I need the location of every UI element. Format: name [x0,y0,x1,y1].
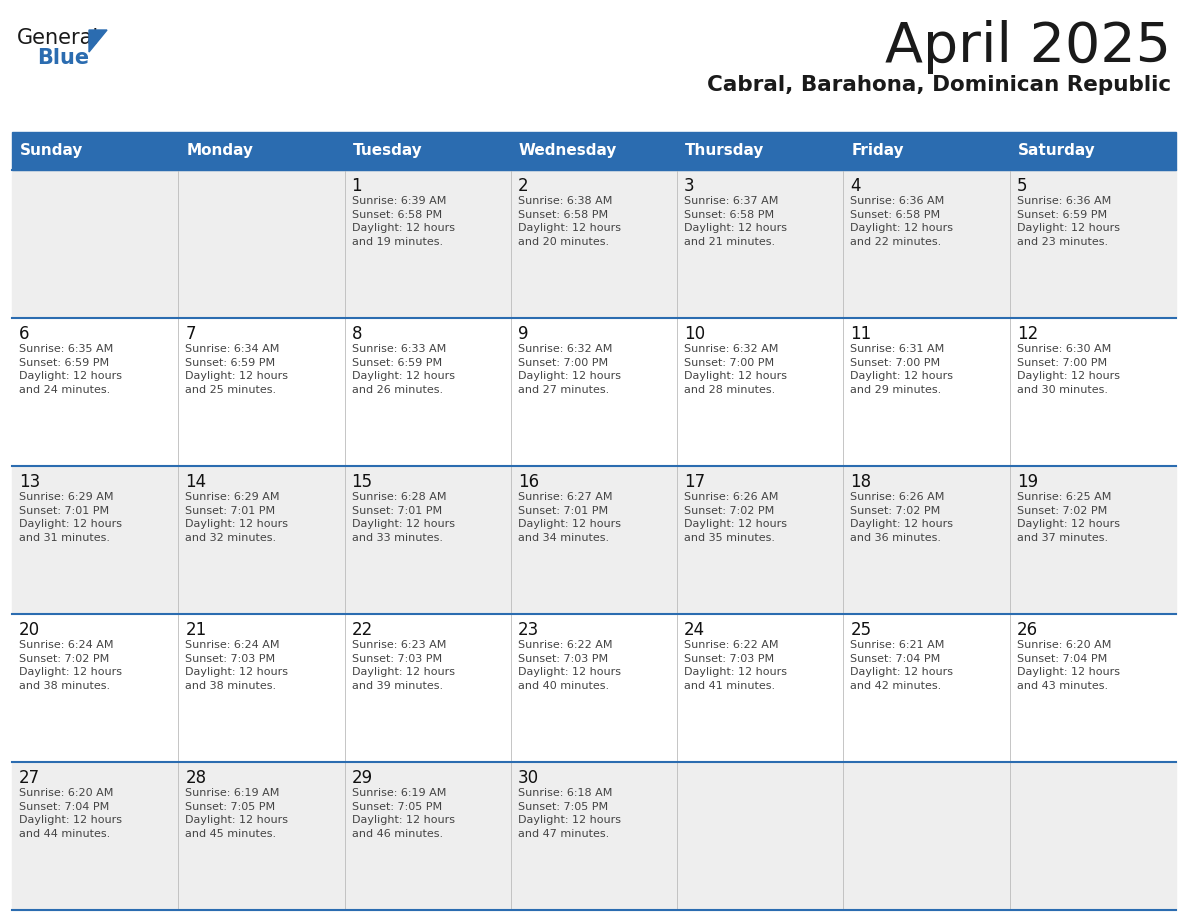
Text: Sunrise: 6:25 AM
Sunset: 7:02 PM
Daylight: 12 hours
and 37 minutes.: Sunrise: 6:25 AM Sunset: 7:02 PM Dayligh… [1017,492,1120,543]
Text: 21: 21 [185,621,207,639]
Text: Sunrise: 6:19 AM
Sunset: 7:05 PM
Daylight: 12 hours
and 45 minutes.: Sunrise: 6:19 AM Sunset: 7:05 PM Dayligh… [185,788,289,839]
Text: 9: 9 [518,325,529,343]
Text: 7: 7 [185,325,196,343]
Text: Sunrise: 6:24 AM
Sunset: 7:03 PM
Daylight: 12 hours
and 38 minutes.: Sunrise: 6:24 AM Sunset: 7:03 PM Dayligh… [185,640,289,691]
Text: 1: 1 [352,177,362,195]
Text: Sunrise: 6:20 AM
Sunset: 7:04 PM
Daylight: 12 hours
and 44 minutes.: Sunrise: 6:20 AM Sunset: 7:04 PM Dayligh… [19,788,122,839]
Text: Sunrise: 6:32 AM
Sunset: 7:00 PM
Daylight: 12 hours
and 27 minutes.: Sunrise: 6:32 AM Sunset: 7:00 PM Dayligh… [518,344,621,395]
Text: 3: 3 [684,177,695,195]
Text: Friday: Friday [852,143,904,159]
Bar [12,614,1176,762]
Text: 28: 28 [185,769,207,787]
Text: Sunrise: 6:35 AM
Sunset: 6:59 PM
Daylight: 12 hours
and 24 minutes.: Sunrise: 6:35 AM Sunset: 6:59 PM Dayligh… [19,344,122,395]
Text: 14: 14 [185,473,207,491]
Text: Saturday: Saturday [1018,143,1095,159]
Bar [12,170,1176,318]
Text: Sunrise: 6:27 AM
Sunset: 7:01 PM
Daylight: 12 hours
and 34 minutes.: Sunrise: 6:27 AM Sunset: 7:01 PM Dayligh… [518,492,621,543]
Text: 16: 16 [518,473,539,491]
Text: Sunrise: 6:29 AM
Sunset: 7:01 PM
Daylight: 12 hours
and 32 minutes.: Sunrise: 6:29 AM Sunset: 7:01 PM Dayligh… [185,492,289,543]
Text: Sunrise: 6:22 AM
Sunset: 7:03 PM
Daylight: 12 hours
and 41 minutes.: Sunrise: 6:22 AM Sunset: 7:03 PM Dayligh… [684,640,788,691]
Text: 10: 10 [684,325,706,343]
Text: Sunrise: 6:28 AM
Sunset: 7:01 PM
Daylight: 12 hours
and 33 minutes.: Sunrise: 6:28 AM Sunset: 7:01 PM Dayligh… [352,492,455,543]
Bar [12,762,1176,910]
Text: 13: 13 [19,473,40,491]
Text: Sunrise: 6:31 AM
Sunset: 7:00 PM
Daylight: 12 hours
and 29 minutes.: Sunrise: 6:31 AM Sunset: 7:00 PM Dayligh… [851,344,954,395]
Text: Blue: Blue [37,48,89,68]
Text: 6: 6 [19,325,30,343]
Text: 19: 19 [1017,473,1038,491]
Text: 24: 24 [684,621,706,639]
Text: 17: 17 [684,473,706,491]
Text: 8: 8 [352,325,362,343]
Text: Sunrise: 6:38 AM
Sunset: 6:58 PM
Daylight: 12 hours
and 20 minutes.: Sunrise: 6:38 AM Sunset: 6:58 PM Dayligh… [518,196,621,247]
Text: Sunrise: 6:32 AM
Sunset: 7:00 PM
Daylight: 12 hours
and 28 minutes.: Sunrise: 6:32 AM Sunset: 7:00 PM Dayligh… [684,344,788,395]
Text: Sunrise: 6:33 AM
Sunset: 6:59 PM
Daylight: 12 hours
and 26 minutes.: Sunrise: 6:33 AM Sunset: 6:59 PM Dayligh… [352,344,455,395]
Text: 15: 15 [352,473,373,491]
Text: Sunrise: 6:22 AM
Sunset: 7:03 PM
Daylight: 12 hours
and 40 minutes.: Sunrise: 6:22 AM Sunset: 7:03 PM Dayligh… [518,640,621,691]
Text: Sunrise: 6:26 AM
Sunset: 7:02 PM
Daylight: 12 hours
and 36 minutes.: Sunrise: 6:26 AM Sunset: 7:02 PM Dayligh… [851,492,954,543]
Polygon shape [89,30,107,52]
Text: 5: 5 [1017,177,1028,195]
Text: Sunrise: 6:21 AM
Sunset: 7:04 PM
Daylight: 12 hours
and 42 minutes.: Sunrise: 6:21 AM Sunset: 7:04 PM Dayligh… [851,640,954,691]
Text: Sunrise: 6:29 AM
Sunset: 7:01 PM
Daylight: 12 hours
and 31 minutes.: Sunrise: 6:29 AM Sunset: 7:01 PM Dayligh… [19,492,122,543]
Text: Sunrise: 6:24 AM
Sunset: 7:02 PM
Daylight: 12 hours
and 38 minutes.: Sunrise: 6:24 AM Sunset: 7:02 PM Dayligh… [19,640,122,691]
Text: Sunday: Sunday [20,143,83,159]
Text: Sunrise: 6:37 AM
Sunset: 6:58 PM
Daylight: 12 hours
and 21 minutes.: Sunrise: 6:37 AM Sunset: 6:58 PM Dayligh… [684,196,788,247]
Text: General: General [17,28,100,48]
Text: Sunrise: 6:20 AM
Sunset: 7:04 PM
Daylight: 12 hours
and 43 minutes.: Sunrise: 6:20 AM Sunset: 7:04 PM Dayligh… [1017,640,1120,691]
Text: Cabral, Barahona, Dominican Republic: Cabral, Barahona, Dominican Republic [707,75,1171,95]
Text: April 2025: April 2025 [885,20,1171,74]
Text: 11: 11 [851,325,872,343]
Text: 20: 20 [19,621,40,639]
Text: 26: 26 [1017,621,1038,639]
Text: Sunrise: 6:19 AM
Sunset: 7:05 PM
Daylight: 12 hours
and 46 minutes.: Sunrise: 6:19 AM Sunset: 7:05 PM Dayligh… [352,788,455,839]
Bar [12,132,1176,170]
Text: 27: 27 [19,769,40,787]
Text: Monday: Monday [187,143,253,159]
Text: 18: 18 [851,473,872,491]
Bar [12,466,1176,614]
Text: Sunrise: 6:39 AM
Sunset: 6:58 PM
Daylight: 12 hours
and 19 minutes.: Sunrise: 6:39 AM Sunset: 6:58 PM Dayligh… [352,196,455,247]
Text: Tuesday: Tuesday [353,143,422,159]
Text: Sunrise: 6:36 AM
Sunset: 6:59 PM
Daylight: 12 hours
and 23 minutes.: Sunrise: 6:36 AM Sunset: 6:59 PM Dayligh… [1017,196,1120,247]
Text: 12: 12 [1017,325,1038,343]
Text: 4: 4 [851,177,861,195]
Text: Thursday: Thursday [685,143,765,159]
Text: 30: 30 [518,769,539,787]
Text: Sunrise: 6:26 AM
Sunset: 7:02 PM
Daylight: 12 hours
and 35 minutes.: Sunrise: 6:26 AM Sunset: 7:02 PM Dayligh… [684,492,788,543]
Text: Sunrise: 6:36 AM
Sunset: 6:58 PM
Daylight: 12 hours
and 22 minutes.: Sunrise: 6:36 AM Sunset: 6:58 PM Dayligh… [851,196,954,247]
Text: 2: 2 [518,177,529,195]
Text: 22: 22 [352,621,373,639]
Text: Sunrise: 6:30 AM
Sunset: 7:00 PM
Daylight: 12 hours
and 30 minutes.: Sunrise: 6:30 AM Sunset: 7:00 PM Dayligh… [1017,344,1120,395]
Bar [12,318,1176,466]
Text: Sunrise: 6:34 AM
Sunset: 6:59 PM
Daylight: 12 hours
and 25 minutes.: Sunrise: 6:34 AM Sunset: 6:59 PM Dayligh… [185,344,289,395]
Text: 25: 25 [851,621,872,639]
Text: Sunrise: 6:18 AM
Sunset: 7:05 PM
Daylight: 12 hours
and 47 minutes.: Sunrise: 6:18 AM Sunset: 7:05 PM Dayligh… [518,788,621,839]
Text: Sunrise: 6:23 AM
Sunset: 7:03 PM
Daylight: 12 hours
and 39 minutes.: Sunrise: 6:23 AM Sunset: 7:03 PM Dayligh… [352,640,455,691]
Text: Wednesday: Wednesday [519,143,618,159]
Text: 29: 29 [352,769,373,787]
Text: 23: 23 [518,621,539,639]
